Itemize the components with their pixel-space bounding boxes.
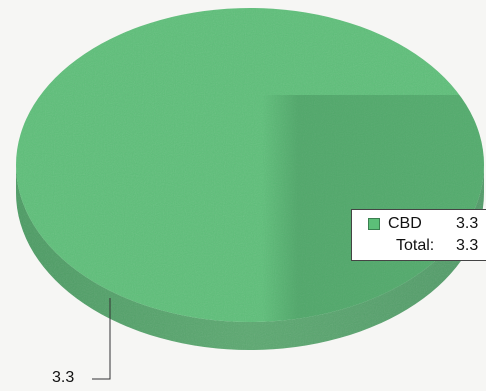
pie-slice-side-texture xyxy=(16,165,484,350)
legend-value: 3.3 xyxy=(456,215,479,232)
data-label-cbd: 3.3 xyxy=(52,369,75,386)
legend-total-value: 3.3 xyxy=(456,237,479,254)
legend-swatch-cbd xyxy=(368,218,380,230)
legend: CBD 3.3 Total: 3.3 xyxy=(351,209,486,261)
data-label-leader-line xyxy=(92,298,111,380)
legend-total-label: Total: xyxy=(396,237,435,254)
legend-label: CBD xyxy=(388,215,422,232)
